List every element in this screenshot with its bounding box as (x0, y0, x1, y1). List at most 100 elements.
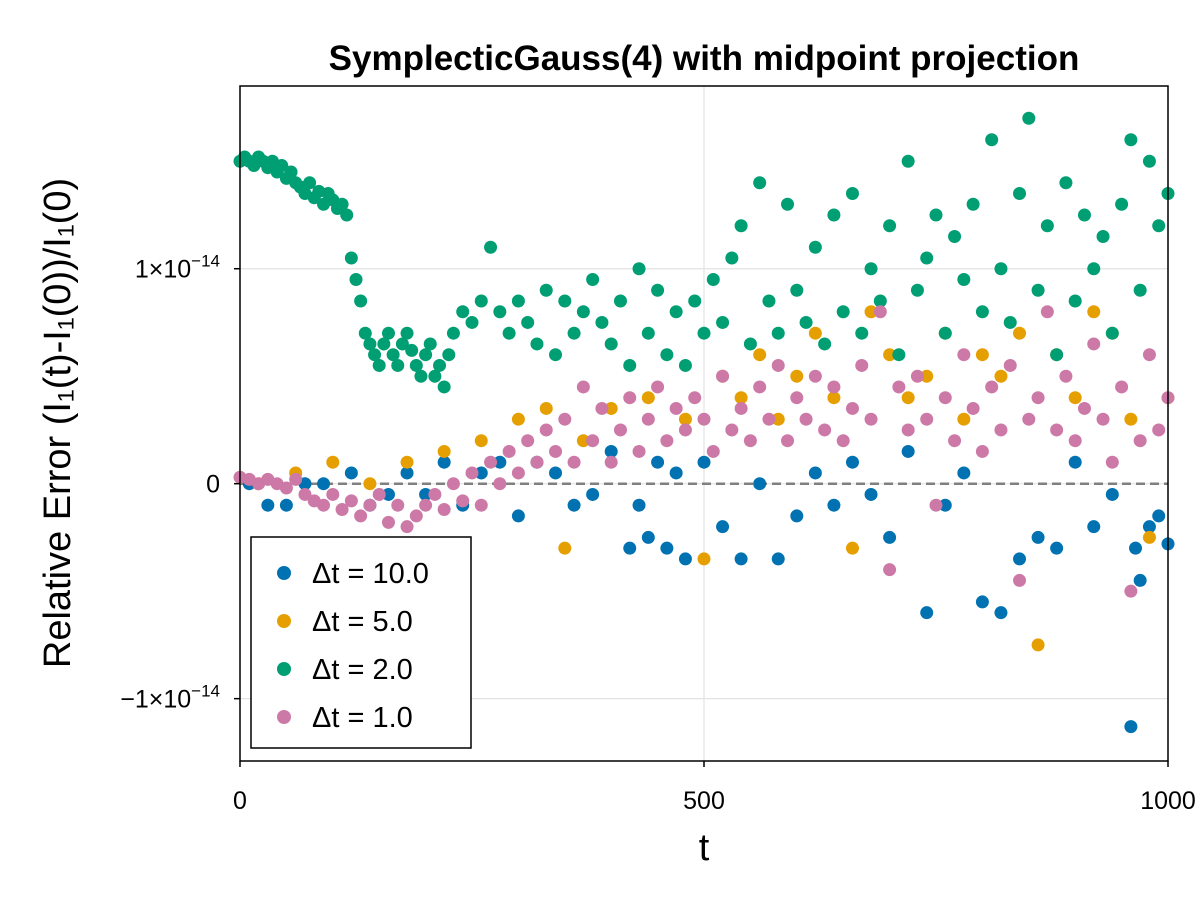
data-point (985, 380, 999, 394)
data-point (771, 326, 785, 340)
data-point (1105, 326, 1119, 340)
data-point (1096, 412, 1110, 426)
data-point (1087, 337, 1101, 351)
data-point (994, 423, 1008, 437)
data-point (1124, 584, 1138, 598)
data-point (669, 305, 683, 319)
data-point (586, 434, 600, 448)
data-point (632, 498, 646, 512)
data-point (845, 455, 859, 469)
data-point (1105, 487, 1119, 501)
data-point (558, 412, 572, 426)
data-point (1087, 262, 1101, 276)
data-point (1003, 358, 1017, 372)
data-point (873, 294, 887, 308)
data-point (613, 423, 627, 437)
data-point (391, 498, 405, 512)
data-point (446, 326, 460, 340)
data-point (381, 326, 395, 340)
data-point (1129, 541, 1143, 555)
data-point (632, 262, 646, 276)
data-point (845, 186, 859, 200)
data-point (920, 606, 934, 620)
data-point (790, 283, 804, 297)
y-tick-label: 1×10−14 (135, 252, 220, 284)
data-point (669, 401, 683, 415)
data-point (391, 358, 405, 372)
data-point (595, 401, 609, 415)
data-point (623, 541, 637, 555)
data-point (771, 358, 785, 372)
data-point (975, 444, 989, 458)
data-point (344, 466, 358, 480)
data-point (1133, 573, 1147, 587)
data-point (595, 315, 609, 329)
data-point (465, 466, 479, 480)
data-point (836, 305, 850, 319)
data-point (678, 423, 692, 437)
data-point (400, 326, 414, 340)
data-point (437, 455, 451, 469)
data-point (660, 434, 674, 448)
data-point (883, 530, 897, 544)
data-point (808, 240, 822, 254)
data-point (632, 444, 646, 458)
data-point (957, 412, 971, 426)
data-point (1059, 176, 1073, 190)
data-point (419, 487, 433, 501)
data-point (920, 369, 934, 383)
legend-marker (277, 614, 291, 628)
data-point (493, 477, 507, 491)
data-point (957, 466, 971, 480)
data-point (1050, 541, 1064, 555)
data-point (1142, 348, 1156, 362)
data-point (326, 487, 340, 501)
data-point (1068, 455, 1082, 469)
legend-item: Δt = 5.0 (277, 606, 413, 638)
data-point (1050, 348, 1064, 362)
data-point (716, 520, 730, 534)
data-point (678, 358, 692, 372)
data-point (381, 515, 395, 529)
data-point (539, 401, 553, 415)
data-point (303, 176, 317, 190)
data-point (423, 337, 437, 351)
data-point (395, 337, 409, 351)
legend-label: Δt = 1.0 (312, 702, 413, 734)
data-point (586, 272, 600, 286)
data-point (358, 326, 372, 340)
data-point (966, 401, 980, 415)
data-point (363, 498, 377, 512)
data-point (1040, 219, 1054, 233)
data-point (1077, 401, 1091, 415)
data-point (419, 498, 433, 512)
data-point (613, 294, 627, 308)
data-point (261, 498, 275, 512)
data-point (641, 412, 655, 426)
data-point (790, 509, 804, 523)
data-point (1068, 294, 1082, 308)
legend-marker (277, 710, 291, 724)
data-point (1133, 434, 1147, 448)
data-point (808, 326, 822, 340)
chart-title: SymplecticGauss(4) with midpoint project… (329, 39, 1080, 78)
data-point (716, 315, 730, 329)
data-point (706, 444, 720, 458)
data-point (623, 391, 637, 405)
data-point (1152, 219, 1166, 233)
data-point (985, 133, 999, 147)
data-point (474, 434, 488, 448)
data-point (845, 541, 859, 555)
data-point (530, 455, 544, 469)
legend-marker (277, 662, 291, 676)
data-point (753, 380, 767, 394)
data-point (901, 154, 915, 168)
data-point (275, 159, 289, 173)
data-point (706, 272, 720, 286)
data-point (279, 481, 293, 495)
data-point (753, 176, 767, 190)
data-point (883, 348, 897, 362)
data-point (920, 412, 934, 426)
data-point (827, 208, 841, 222)
